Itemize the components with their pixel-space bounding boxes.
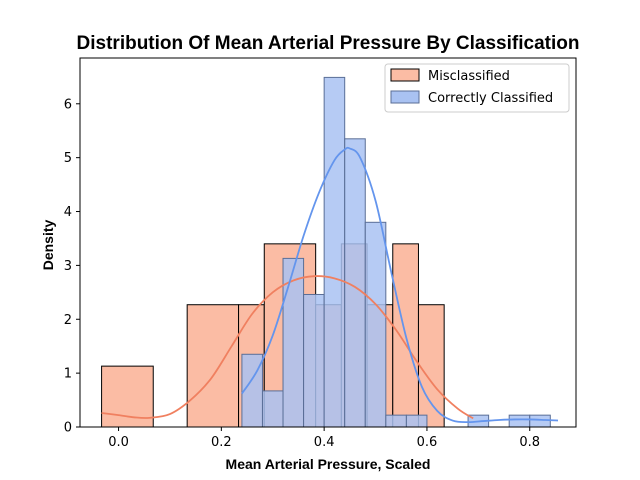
y-tick-label: 6 bbox=[64, 97, 72, 112]
y-axis-label: Density bbox=[40, 220, 56, 271]
x-tick-label: 0.6 bbox=[417, 435, 438, 450]
correctly-classified-bar-4 bbox=[323, 76, 346, 428]
correctly-classified-kde-line bbox=[241, 146, 559, 424]
misclassified-bar-8 bbox=[417, 304, 445, 428]
correctly-classified-bar-1 bbox=[261, 390, 284, 428]
y-tick-label: 0 bbox=[64, 421, 72, 436]
correctly-classified-bar-13 bbox=[508, 414, 531, 428]
legend-label-correctly-classified: Correctly Classified bbox=[428, 91, 553, 106]
x-axis-label: Mean Arterial Pressure, Scaled bbox=[226, 456, 431, 472]
correctly-classified-bar-7 bbox=[385, 414, 407, 428]
y-tick-label: 4 bbox=[64, 205, 72, 220]
legend-swatch-correctly-classified bbox=[390, 90, 420, 104]
misclassified-bar-7 bbox=[392, 243, 419, 428]
y-tick-label: 5 bbox=[64, 151, 72, 166]
correctly-classified-bars bbox=[241, 76, 551, 428]
legend-swatch-misclassified bbox=[390, 68, 420, 82]
plot-area bbox=[101, 76, 559, 428]
legend-box bbox=[384, 63, 570, 113]
x-tick-label: 0.4 bbox=[314, 435, 335, 450]
correctly-classified-bar-8 bbox=[405, 414, 428, 428]
y-tick-label: 3 bbox=[64, 259, 72, 274]
y-tick-label: 2 bbox=[64, 313, 72, 328]
x-tick-label: 0.0 bbox=[108, 435, 129, 450]
misclassified-kde-line bbox=[101, 275, 474, 420]
y-tick-label: 1 bbox=[64, 367, 72, 382]
correctly-classified-bar-3 bbox=[303, 293, 325, 428]
x-axis-ticks: 0.0 0.2 0.4 0.6 0.8 bbox=[108, 427, 540, 450]
kde-lines bbox=[101, 146, 559, 424]
x-tick-label: 0.8 bbox=[519, 435, 540, 450]
legend: Misclassified Correctly Classified bbox=[384, 63, 570, 113]
misclassified-bar-1 bbox=[186, 304, 240, 428]
axes-frame bbox=[79, 57, 577, 428]
x-tick-label: 0.2 bbox=[211, 435, 232, 450]
correctly-classified-bar-14 bbox=[529, 414, 551, 428]
y-axis-ticks: 0 1 2 3 4 5 6 bbox=[64, 97, 80, 436]
chart-title: Distribution Of Mean Arterial Pressure B… bbox=[77, 33, 580, 54]
legend-label-misclassified: Misclassified bbox=[428, 69, 510, 84]
correctly-classified-bar-6 bbox=[364, 221, 387, 428]
